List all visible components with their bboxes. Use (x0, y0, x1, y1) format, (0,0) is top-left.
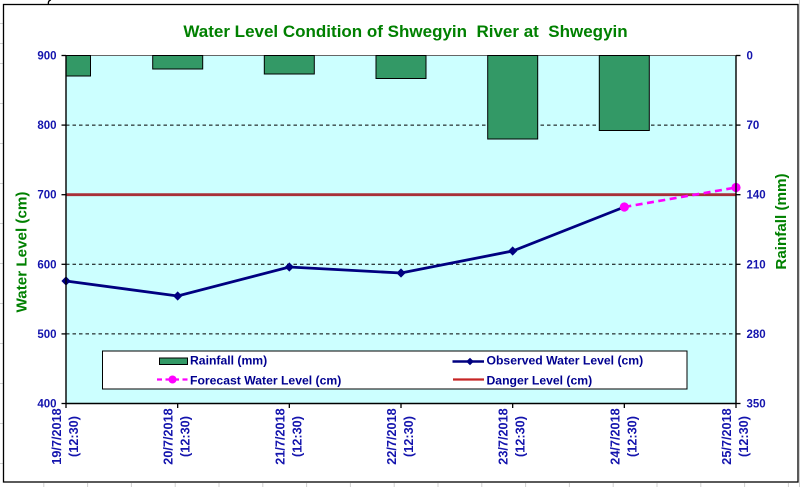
svg-text:21/7/2018: 21/7/2018 (273, 408, 287, 464)
svg-text:600: 600 (37, 259, 56, 271)
svg-text:19/7/2018: 19/7/2018 (50, 408, 64, 464)
svg-text:Water Level Condition of Shweg: Water Level Condition of Shwegyin River … (183, 22, 627, 41)
svg-text:140: 140 (747, 190, 766, 202)
svg-text:(12:30): (12:30) (625, 416, 639, 457)
svg-text:500: 500 (37, 329, 56, 341)
svg-text:280: 280 (747, 329, 766, 341)
svg-text:(12:30): (12:30) (737, 416, 751, 457)
svg-text:23/7/2018: 23/7/2018 (497, 408, 511, 464)
svg-text:350: 350 (747, 399, 766, 411)
svg-text:70: 70 (747, 120, 760, 132)
svg-text:22/7/2018: 22/7/2018 (385, 408, 399, 464)
svg-text:Rainfall (mm): Rainfall (mm) (773, 173, 790, 269)
svg-text:(12:30): (12:30) (514, 416, 528, 457)
svg-text:0: 0 (747, 51, 753, 63)
svg-text:Rainfall (mm): Rainfall (mm) (190, 354, 267, 368)
svg-text:900: 900 (37, 51, 56, 63)
svg-text:Forecast Water Level (cm): Forecast Water Level (cm) (190, 374, 341, 388)
svg-text:210: 210 (747, 259, 766, 271)
svg-text:24/7/2018: 24/7/2018 (608, 408, 622, 464)
svg-text:Water Level (cm): Water Level (cm) (14, 192, 31, 313)
svg-text:(12:30): (12:30) (67, 416, 81, 457)
svg-text:20/7/2018: 20/7/2018 (162, 408, 176, 464)
svg-text:800: 800 (37, 120, 56, 132)
svg-text:(12:30): (12:30) (402, 416, 416, 457)
svg-text:25/7/2018: 25/7/2018 (720, 408, 734, 464)
svg-text:400: 400 (37, 399, 56, 411)
svg-text:700: 700 (37, 190, 56, 202)
svg-text:(12:30): (12:30) (179, 416, 193, 457)
svg-text:Observed Water Level (cm): Observed Water Level (cm) (487, 354, 644, 368)
svg-text:(12:30): (12:30) (290, 416, 304, 457)
svg-text:Danger Level (cm): Danger Level (cm) (487, 374, 593, 388)
